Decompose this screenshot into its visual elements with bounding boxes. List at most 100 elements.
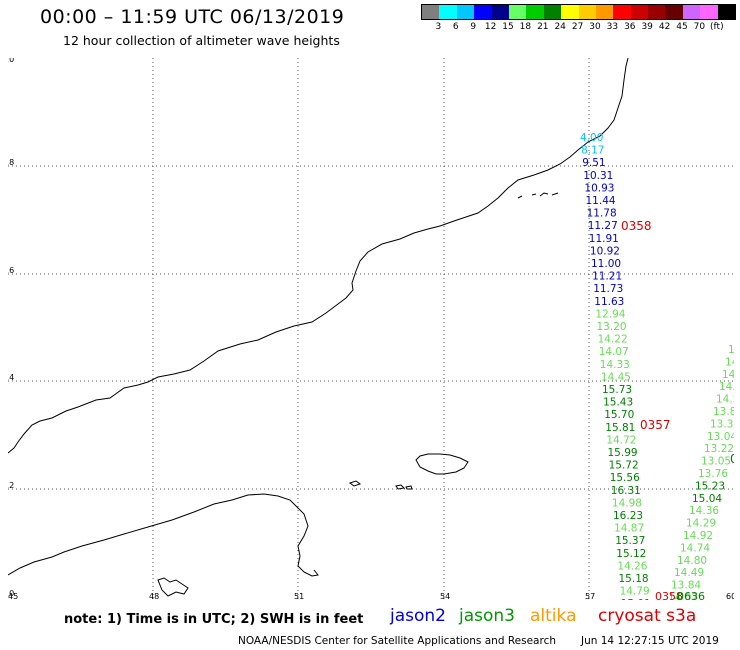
x-axis-tick-label: 60	[726, 592, 734, 600]
scale-swatch	[474, 5, 492, 19]
y-axis-tick-label: 16	[8, 266, 14, 275]
scale-label: 15	[502, 22, 514, 32]
scale-swatch	[630, 5, 649, 19]
track-value-jason2: 15.12	[616, 548, 646, 560]
track-value-jason2: 14.33	[600, 359, 630, 371]
y-axis-tick-label: 10	[8, 589, 14, 598]
track-value-jason2: 12.94	[595, 308, 625, 320]
x-axis-tick-label: 54	[440, 592, 450, 600]
track-value-jason2: 15.73	[602, 384, 632, 396]
island-small-4	[517, 192, 559, 199]
scale-swatch	[578, 5, 596, 19]
track-value-jason3: 14.	[719, 381, 734, 393]
track-value-jason3: 13.22	[704, 443, 734, 455]
track-value-jason2: 11.21	[592, 271, 622, 283]
track-value-jason2: 15.56	[610, 472, 640, 484]
scale-label: 30	[589, 22, 601, 32]
track-value-jason2: 11.44	[586, 195, 616, 207]
scale-label: 24	[554, 22, 566, 32]
track-value-jason2: 8.17	[581, 145, 604, 157]
scale-swatch	[648, 5, 666, 19]
y-axis-tick-label: 12	[8, 481, 14, 490]
track-value-jason2: 15.37	[615, 535, 645, 547]
track-value-jason3: 14.3	[722, 369, 734, 381]
track-time-label: 0358	[655, 590, 683, 600]
track-value-jason3: 14.36	[689, 505, 719, 517]
track-time-label: 0358	[621, 219, 652, 233]
map-grid	[8, 58, 734, 600]
track-value-jason3: 14.49	[674, 567, 704, 579]
scale-swatch	[439, 5, 457, 19]
scale-swatch	[543, 5, 562, 19]
island-large	[415, 453, 469, 475]
scale-label: 3	[435, 22, 442, 32]
track-value-jason2: 11.91	[589, 233, 619, 245]
track-value-jason2: 14.87	[614, 523, 644, 535]
track-value-jason2: 11.27	[588, 220, 618, 232]
island-small-2	[395, 484, 406, 490]
scale-label: 39	[641, 22, 653, 32]
track-value-jason3: 15.23	[695, 480, 725, 492]
scale-label: 33	[606, 22, 619, 32]
track-value-jason2: 14.26	[617, 560, 647, 572]
scale-swatch	[613, 5, 631, 19]
island-small-1	[348, 480, 362, 487]
track-value-jason2: 11.00	[591, 258, 621, 270]
track-value-jason2: 16.31	[611, 485, 641, 497]
x-axis-tick-label: 51	[294, 592, 304, 600]
track-value-jason2: 13.20	[597, 321, 627, 333]
scale-swatch	[595, 5, 614, 19]
scale-swatch	[700, 5, 718, 19]
scale-swatch	[491, 5, 509, 19]
scale-label: 36	[624, 22, 636, 32]
track-value-jason3: 13.04	[707, 431, 734, 443]
track-value-jason3: 15	[728, 344, 734, 356]
track-value-jason3: 14.74	[680, 542, 710, 554]
scale-label: 18	[519, 22, 532, 32]
track-value-jason3: 14.	[725, 356, 734, 368]
track-value-jason2: 14.72	[606, 434, 636, 446]
scale-swatch	[717, 5, 736, 19]
track-value-jason3: 15.04	[692, 493, 722, 505]
coastline-main	[8, 58, 629, 454]
color-scale-bar	[421, 4, 737, 20]
island-small-3	[405, 485, 413, 490]
track-value-jason2: 10.93	[584, 182, 614, 194]
altimeter-tracks: 4.008.179.5110.3110.9311.4411.7811.2711.…	[580, 132, 734, 600]
y-axis-tick-label: 14	[8, 373, 14, 382]
scale-swatch	[682, 5, 701, 19]
map-title: 00:00 – 11:59 UTC 06/13/2019	[40, 6, 345, 28]
scale-swatch	[508, 5, 527, 19]
track-value-jason2: 11.63	[594, 296, 624, 308]
track-value-jason2: 15.99	[608, 447, 638, 459]
track-time-label: 0636	[677, 590, 705, 600]
track-value-jason2: 15.18	[619, 573, 649, 585]
scale-swatch	[561, 5, 579, 19]
scale-label: 9	[470, 22, 477, 32]
track-value-jason3: 14.29	[686, 518, 716, 530]
track-value-jason2: 15.72	[609, 460, 639, 472]
map-subtitle: 12 hour collection of altimeter wave hei…	[63, 33, 340, 48]
track-value-jason2: 4.00	[580, 132, 603, 144]
x-axis-tick-label: 45	[8, 592, 18, 600]
scale-swatch	[665, 5, 683, 19]
track-value-jason3: 13.85	[713, 406, 734, 418]
scale-label: 70	[693, 22, 706, 32]
track-value-jason2: 14.98	[612, 497, 642, 509]
track-value-jason3: 13.76	[698, 468, 728, 480]
track-time-label: 0	[730, 452, 734, 466]
generated-timestamp: Jun 14 12:27:15 UTC 2019	[581, 635, 719, 647]
scale-label: 42	[658, 22, 671, 32]
track-value-jason2: 14.45	[601, 371, 631, 383]
track-value-jason3: 13.05	[701, 456, 731, 468]
scale-label: (ft)	[710, 22, 724, 32]
track-value-jason2: 14.07	[599, 346, 629, 358]
track-value-jason2: 11.78	[587, 208, 617, 220]
track-value-jason2: 15.43	[603, 397, 633, 409]
track-value-jason2: 16.23	[613, 510, 643, 522]
scale-swatch	[422, 5, 440, 19]
coastline	[8, 58, 629, 597]
legend-jason2: jason2	[390, 606, 446, 626]
legend-jason3: jason3	[459, 606, 515, 626]
scale-label: 21	[537, 22, 549, 32]
